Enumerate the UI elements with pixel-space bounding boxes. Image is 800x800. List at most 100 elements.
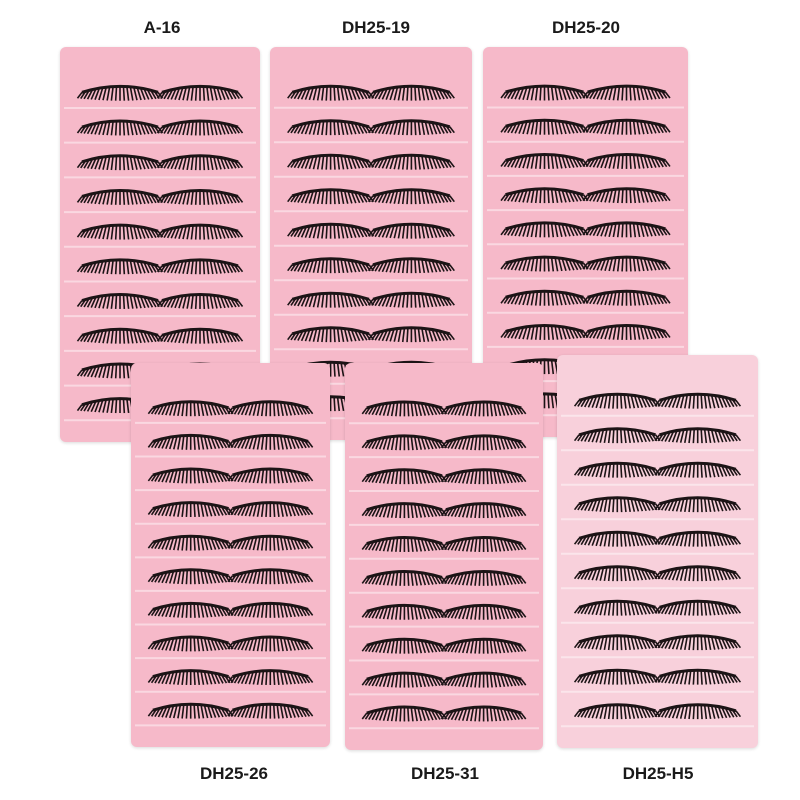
- eyelash: [147, 669, 234, 686]
- eyelash: [227, 501, 314, 518]
- eyelash: [367, 188, 455, 205]
- eyelash: [440, 603, 527, 620]
- eyelash: [76, 293, 164, 309]
- eyelash: [500, 84, 589, 101]
- eyelash: [156, 189, 244, 205]
- eyelash: [287, 153, 375, 170]
- eyelash: [440, 434, 527, 451]
- eyelash: [147, 534, 234, 551]
- eyelash: [573, 599, 661, 616]
- eyelash: [440, 502, 527, 519]
- eyelash: [156, 154, 244, 171]
- eyelash: [573, 668, 661, 685]
- product-label-dh25-31: DH25-31: [410, 764, 480, 783]
- eyelash: [367, 222, 455, 239]
- eyelash: [361, 468, 448, 485]
- eyelash: [147, 433, 234, 450]
- eyelash: [147, 568, 234, 585]
- product-label-dh25-26: DH25-26: [199, 764, 269, 783]
- product-label-a16: A-16: [143, 18, 181, 37]
- eyelash: [367, 257, 455, 274]
- eyelash: [227, 702, 314, 719]
- eyelash: [573, 703, 661, 720]
- eyelash: [227, 467, 314, 484]
- eyelash: [76, 119, 164, 136]
- eyelash: [582, 187, 671, 204]
- eyelash: [440, 705, 527, 722]
- eyelash: [654, 530, 742, 547]
- eyelash: [367, 291, 455, 308]
- eyelash: [440, 637, 527, 654]
- lash-pairs: [349, 400, 539, 730]
- eyelash: [440, 536, 527, 552]
- eyelash: [227, 601, 314, 618]
- eyelash: [156, 223, 244, 240]
- eyelash: [147, 467, 234, 484]
- eyelash: [227, 400, 314, 417]
- eyelash: [361, 570, 448, 586]
- eyelash: [367, 119, 455, 136]
- eyelash: [147, 400, 234, 417]
- eyelash: [147, 601, 234, 618]
- eyelash: [500, 324, 589, 340]
- eyelash: [654, 599, 742, 616]
- lash-tray-dh25-26: [131, 363, 330, 747]
- eyelash: [573, 392, 661, 409]
- eyelash: [654, 634, 742, 651]
- eyelash: [76, 84, 164, 101]
- eyelash: [361, 671, 448, 688]
- eyelash: [582, 221, 671, 238]
- product-label-dh25-h5: DH25-H5: [622, 764, 694, 783]
- eyelash: [440, 400, 527, 417]
- eyelash: [654, 427, 742, 444]
- eyelash: [582, 84, 671, 101]
- eyelash: [582, 289, 671, 306]
- eyelash: [582, 324, 671, 340]
- eyelash: [287, 188, 375, 205]
- eyelash: [361, 434, 448, 451]
- eyelash: [573, 461, 661, 478]
- eyelash: [227, 568, 314, 585]
- eyelash: [287, 326, 375, 343]
- eyelash: [361, 536, 448, 552]
- eyelash: [76, 189, 164, 205]
- lash-tray-a16: [60, 47, 260, 442]
- eyelash: [500, 153, 589, 169]
- eyelash: [361, 502, 448, 519]
- eyelash: [156, 119, 244, 136]
- eyelash: [361, 705, 448, 722]
- eyelash: [287, 119, 375, 136]
- lash-pairs: [561, 392, 754, 728]
- eyelash: [156, 293, 244, 309]
- lash-tray-dh25-h5: [557, 355, 758, 748]
- eyelash: [573, 634, 661, 651]
- eyelash: [582, 118, 671, 135]
- eyelash: [654, 392, 742, 409]
- eyelash: [573, 427, 661, 444]
- eyelash: [147, 635, 234, 652]
- eyelash: [573, 496, 661, 513]
- eyelash: [76, 258, 164, 275]
- eyelash: [156, 258, 244, 275]
- eyelash: [367, 153, 455, 170]
- eyelash: [654, 496, 742, 513]
- eyelash: [227, 534, 314, 551]
- eyelash: [367, 84, 455, 101]
- eyelash: [654, 668, 742, 685]
- eyelash: [156, 84, 244, 101]
- eyelash: [573, 565, 661, 582]
- eyelash: [654, 565, 742, 582]
- eyelash: [76, 223, 164, 240]
- eyelash: [287, 84, 375, 101]
- eyelash: [582, 153, 671, 169]
- eyelash: [654, 703, 742, 720]
- eyelash: [500, 255, 589, 272]
- eyelash: [361, 603, 448, 620]
- eyelash: [227, 669, 314, 686]
- eyelash: [147, 702, 234, 719]
- eyelash: [573, 530, 661, 547]
- eyelash: [361, 400, 448, 417]
- eyelash: [147, 501, 234, 518]
- eyelash: [440, 671, 527, 688]
- eyelash: [287, 222, 375, 239]
